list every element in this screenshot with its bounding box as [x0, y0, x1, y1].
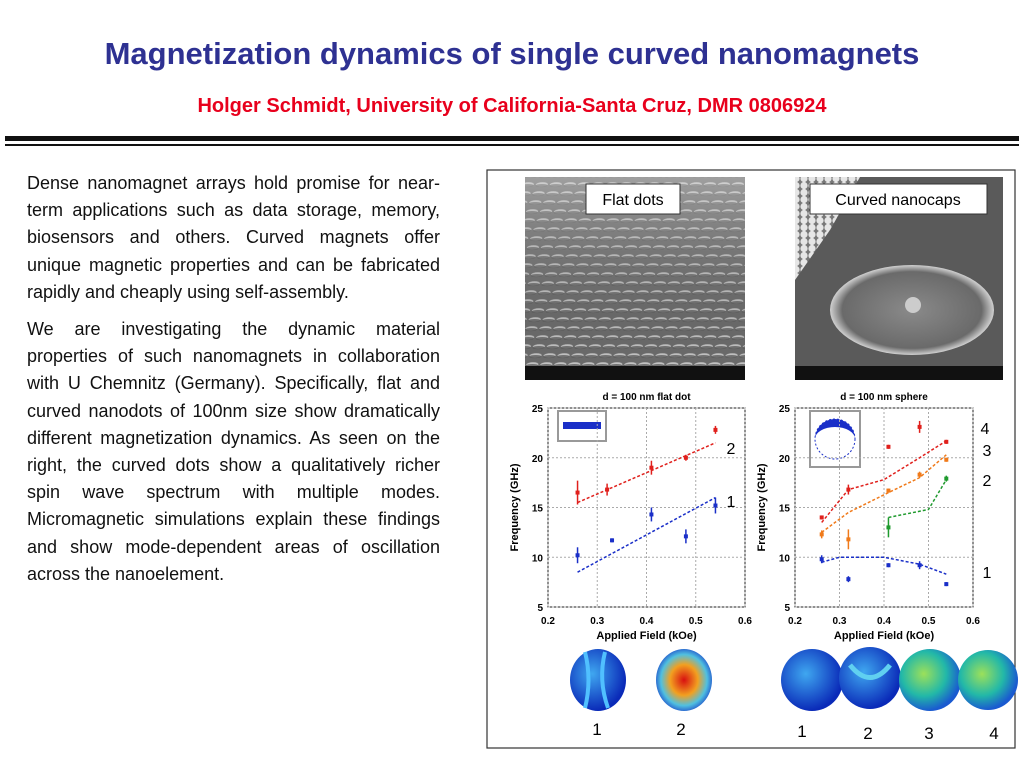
body-text: Dense nanomagnet arrays hold promise for…	[27, 170, 440, 598]
fit-line	[888, 479, 947, 519]
x-tick-label: 0.2	[541, 616, 555, 627]
subtitle: Holger Schmidt, University of California…	[197, 95, 827, 117]
rule	[5, 136, 1019, 141]
data-point	[886, 488, 891, 493]
series-label: 3	[983, 443, 992, 460]
y-axis-label: Frequency (GHz)	[756, 463, 768, 551]
y-tick-label: 25	[779, 404, 791, 415]
data-point	[917, 472, 922, 477]
data-point	[683, 534, 688, 539]
mode-number: 1	[592, 720, 601, 739]
y-tick-label: 25	[532, 404, 544, 415]
chart-title: d = 100 nm sphere	[840, 392, 928, 403]
fit-line	[577, 496, 716, 573]
data-point	[713, 427, 718, 432]
y-tick-label: 5	[784, 603, 790, 614]
data-point	[846, 487, 851, 492]
data-point	[886, 525, 891, 530]
mode-image	[958, 650, 1018, 710]
fit-line	[821, 454, 947, 533]
data-point	[886, 563, 891, 568]
sem-cap	[905, 297, 921, 313]
data-point	[886, 444, 891, 449]
data-point	[944, 582, 949, 587]
series-label: 2	[727, 441, 736, 458]
label-box	[585, 183, 681, 215]
data-point	[944, 439, 949, 444]
data-point	[944, 476, 949, 481]
rule	[5, 144, 1019, 146]
series-label: 2	[983, 473, 992, 490]
fit-line	[821, 440, 947, 523]
image-label: Flat dots	[602, 192, 663, 209]
y-tick-label: 10	[532, 553, 544, 564]
figure-frame	[486, 169, 1016, 749]
x-tick-label: 0.5	[922, 616, 936, 627]
label-box	[809, 183, 988, 215]
chart-title: d = 100 nm flat dot	[602, 392, 691, 403]
fit-line	[821, 556, 947, 575]
series-label: 4	[981, 421, 990, 438]
data-point	[683, 455, 688, 460]
data-point	[819, 515, 824, 520]
paragraph: We are investigating the dynamic materia…	[27, 319, 440, 584]
y-tick-label: 20	[532, 454, 544, 465]
sem-info-bar	[795, 366, 1003, 380]
mode-image	[899, 649, 961, 711]
data-point	[649, 512, 654, 517]
mode-number: 2	[863, 724, 872, 743]
data-point	[819, 557, 824, 562]
title: Magnetization dynamics of single curved …	[104, 36, 920, 71]
x-axis-label: Applied Field (kOe)	[596, 630, 697, 642]
mode-image	[781, 649, 843, 711]
x-tick-label: 0.3	[590, 616, 604, 627]
flat-dot-icon	[563, 422, 601, 429]
x-tick-label: 0.4	[877, 616, 891, 627]
data-point	[605, 487, 610, 492]
mode-image	[656, 649, 712, 711]
data-point	[917, 563, 922, 568]
y-tick-label: 10	[779, 553, 791, 564]
data-point	[819, 532, 824, 537]
sem-info-bar	[525, 366, 745, 380]
y-tick-label: 5	[537, 603, 543, 614]
y-tick-label: 20	[779, 454, 791, 465]
mode-number: 3	[924, 724, 933, 743]
x-tick-label: 0.2	[788, 616, 802, 627]
paragraph: Dense nanomagnet arrays hold promise for…	[27, 173, 440, 302]
data-point	[846, 577, 851, 582]
x-axis-label: Applied Field (kOe)	[834, 630, 935, 642]
data-point	[575, 490, 580, 495]
data-point	[575, 553, 580, 558]
cap-icon	[815, 419, 855, 439]
mode-pattern	[848, 663, 892, 680]
data-point	[846, 537, 851, 542]
mode-image	[570, 649, 626, 711]
mode-number: 4	[989, 724, 998, 743]
fit-line	[577, 442, 716, 504]
mode-number: 1	[797, 722, 806, 741]
y-tick-label: 15	[532, 504, 544, 515]
mode-pattern	[583, 651, 610, 709]
data-point	[944, 457, 949, 462]
series-label: 1	[983, 565, 992, 582]
x-tick-label: 0.5	[689, 616, 703, 627]
y-axis-label: Frequency (GHz)	[509, 463, 521, 551]
x-tick-label: 0.6	[738, 616, 752, 627]
x-tick-label: 0.3	[833, 616, 847, 627]
mode-number: 2	[676, 720, 685, 739]
data-point	[917, 424, 922, 429]
x-tick-label: 0.6	[966, 616, 980, 627]
y-tick-label: 15	[779, 504, 791, 515]
data-point	[649, 465, 654, 470]
series-label: 1	[727, 494, 736, 511]
x-tick-label: 0.4	[640, 616, 654, 627]
image-label: Curved nanocaps	[835, 192, 960, 209]
data-point	[713, 503, 718, 508]
data-point	[610, 538, 615, 543]
